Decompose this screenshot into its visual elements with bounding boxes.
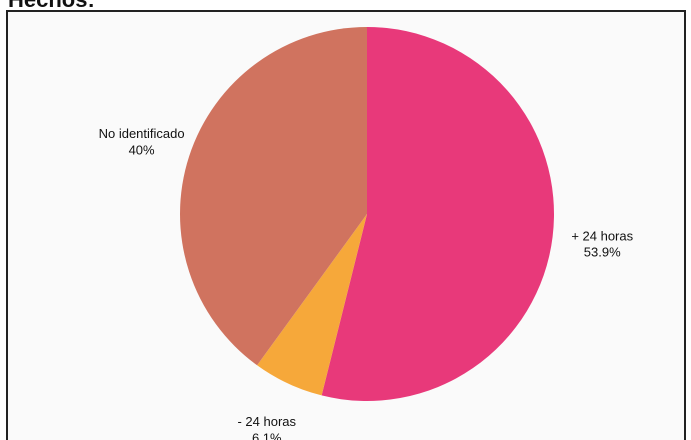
slice-value-label: 40% xyxy=(129,142,155,157)
slice-category-label: No identificado xyxy=(99,126,185,141)
slice-label-no-identificado: No identificado 40% xyxy=(99,126,185,157)
slice-value-label: 53.9% xyxy=(584,245,621,260)
pie-slice-no-identificado xyxy=(180,26,367,366)
slice-label-24-horas: - 24 horas 6.1% xyxy=(237,414,296,440)
slice-label-24-horas: + 24 horas 53.9% xyxy=(571,228,633,259)
pie-slice-24-horas xyxy=(257,214,367,396)
slice-category-label: - 24 horas xyxy=(237,414,296,429)
page-title: Hechos: xyxy=(8,0,95,13)
slice-category-label: + 24 horas xyxy=(571,228,633,243)
pie-slice-24-horas xyxy=(321,27,554,401)
slice-value-label: 6.1% xyxy=(252,430,282,440)
